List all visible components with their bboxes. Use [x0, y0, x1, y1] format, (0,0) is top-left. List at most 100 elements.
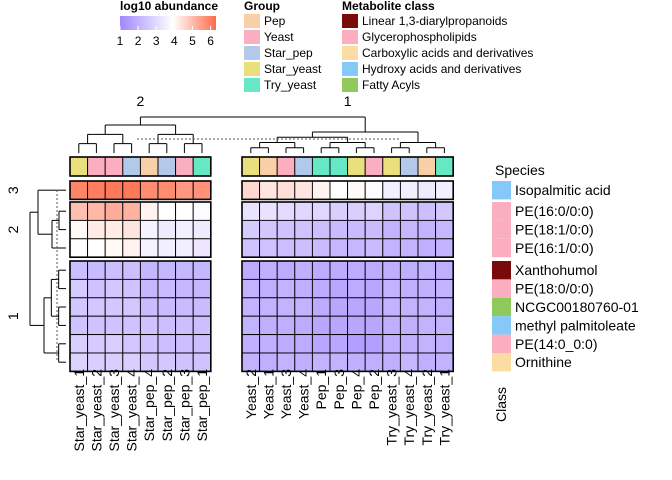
- species-cell: [87, 156, 106, 177]
- heatmap-cell: [259, 352, 278, 372]
- heatmap-cell: [294, 260, 313, 280]
- heatmap-cell: [259, 315, 278, 336]
- heatmap-cell: [294, 278, 313, 299]
- heatmap-cell: [104, 260, 124, 280]
- heatmap-cell: [364, 352, 384, 372]
- color-legend-tick-label: 6: [207, 34, 214, 48]
- heatmap-cell: [175, 297, 194, 317]
- species-cell: [241, 156, 261, 177]
- heatmap-cell: [347, 334, 366, 354]
- heatmap-cell: [311, 219, 331, 240]
- heatmap-cell: [69, 260, 89, 280]
- heatmap-cell: [157, 297, 177, 317]
- group-legend-label: Pep: [264, 14, 286, 28]
- heatmap-cell: [382, 201, 401, 221]
- group-legend-label: Star_pep: [264, 46, 313, 60]
- heatmap-cell: [192, 352, 212, 372]
- heatmap-cell: [364, 219, 384, 240]
- heatmap-cell: [157, 352, 177, 372]
- heatmap-cell: [192, 278, 212, 299]
- heatmap-cell: [241, 180, 261, 200]
- species-cell: [435, 156, 454, 177]
- class-legend: Metabolite class Linear 1,3-diarylpropan…: [342, 0, 533, 92]
- heatmap-cell: [104, 219, 124, 240]
- heatmap-cell: [192, 238, 212, 258]
- heatmap-cell: [122, 334, 141, 354]
- heatmap-cell: [122, 238, 141, 258]
- color-legend-tick-label: 2: [135, 34, 142, 48]
- heatmap-cell: [329, 315, 349, 336]
- species-cell: [157, 156, 177, 177]
- heatmap-cell: [276, 315, 296, 336]
- heatmap-cell: [139, 201, 159, 221]
- heatmap-cell: [104, 201, 124, 221]
- species-cell: [294, 156, 313, 177]
- heatmap-cell: [329, 352, 349, 372]
- heatmap-cell: [259, 278, 278, 299]
- class-cell: [492, 334, 511, 353]
- heatmap-cell: [69, 352, 89, 372]
- heatmap-cell: [69, 219, 89, 240]
- class-legend-swatch: [342, 78, 358, 92]
- column-cluster-label: 2: [137, 93, 145, 109]
- heatmap-cell: [157, 278, 177, 299]
- heatmap-cell: [276, 260, 296, 280]
- class-annotation: [492, 181, 511, 372]
- column-label: Star_pep_2: [159, 369, 175, 442]
- species-block-border: [69, 156, 212, 177]
- column-label: Pep_4: [348, 369, 364, 410]
- class-legend-swatch: [342, 62, 358, 76]
- heatmap-cell: [347, 238, 366, 258]
- group-legend-label: Try_yeast: [264, 78, 317, 92]
- heatmap-cell: [329, 297, 349, 317]
- row-label: PE(18:1/0:0): [515, 222, 594, 238]
- species-cell: [175, 156, 194, 177]
- heatmap-cell: [192, 297, 212, 317]
- group-legend: Group Pep Yeast Star_pep Star_yeast Try_yeas…: [244, 0, 322, 92]
- heatmap-cell: [175, 352, 194, 372]
- column-label: Pep_2: [366, 369, 382, 410]
- heatmap-cell: [104, 238, 124, 258]
- heatmap-cell: [399, 315, 419, 336]
- heatmap-cell: [241, 201, 261, 221]
- group-legend-swatch: [244, 14, 260, 28]
- heatmap-cell: [69, 278, 89, 299]
- column-label: Star_yeast_3: [106, 369, 122, 452]
- heatmap-cell: [399, 260, 419, 280]
- row-dendrogram: [29, 189, 66, 363]
- class-label: Class: [493, 387, 509, 422]
- heatmap-cell: [87, 180, 106, 200]
- heatmap-cell: [104, 315, 124, 336]
- heatmap-cell: [259, 238, 278, 258]
- group-legend-label: Star_yeast: [264, 62, 322, 76]
- heatmap-cell: [399, 278, 419, 299]
- row-label: PE(16:1/0:0): [515, 240, 594, 256]
- heatmap-cell: [122, 201, 141, 221]
- group-legend-label: Yeast: [264, 30, 294, 44]
- column-label: Yeast_4: [296, 369, 312, 419]
- row-label: PE(18:0/0:0): [515, 281, 594, 297]
- heatmap-cell: [347, 219, 366, 240]
- heatmap-cell: [347, 180, 366, 200]
- heatmap-cell: [294, 219, 313, 240]
- heatmap-cell: [329, 201, 349, 221]
- heatmap-cell: [192, 315, 212, 336]
- heatmap-cell: [122, 219, 141, 240]
- heatmap-cell: [382, 238, 401, 258]
- heatmap-cell: [311, 260, 331, 280]
- heatmap-cell: [276, 180, 296, 200]
- color-legend-title: log10 abundance: [120, 0, 218, 13]
- heatmap-cell: [417, 297, 437, 317]
- heatmap-cell: [435, 238, 454, 258]
- heatmap-cell: [364, 297, 384, 317]
- heatmap-cell: [329, 219, 349, 240]
- heatmap-cell: [259, 180, 278, 200]
- heatmap-cell: [311, 297, 331, 317]
- heatmap-cell: [311, 352, 331, 372]
- heatmap-cell: [347, 278, 366, 299]
- heatmap-cell: [139, 352, 159, 372]
- heatmap-cell: [87, 297, 106, 317]
- heatmap-cell: [294, 315, 313, 336]
- heatmap-cell: [364, 278, 384, 299]
- heatmap-cell: [382, 297, 401, 317]
